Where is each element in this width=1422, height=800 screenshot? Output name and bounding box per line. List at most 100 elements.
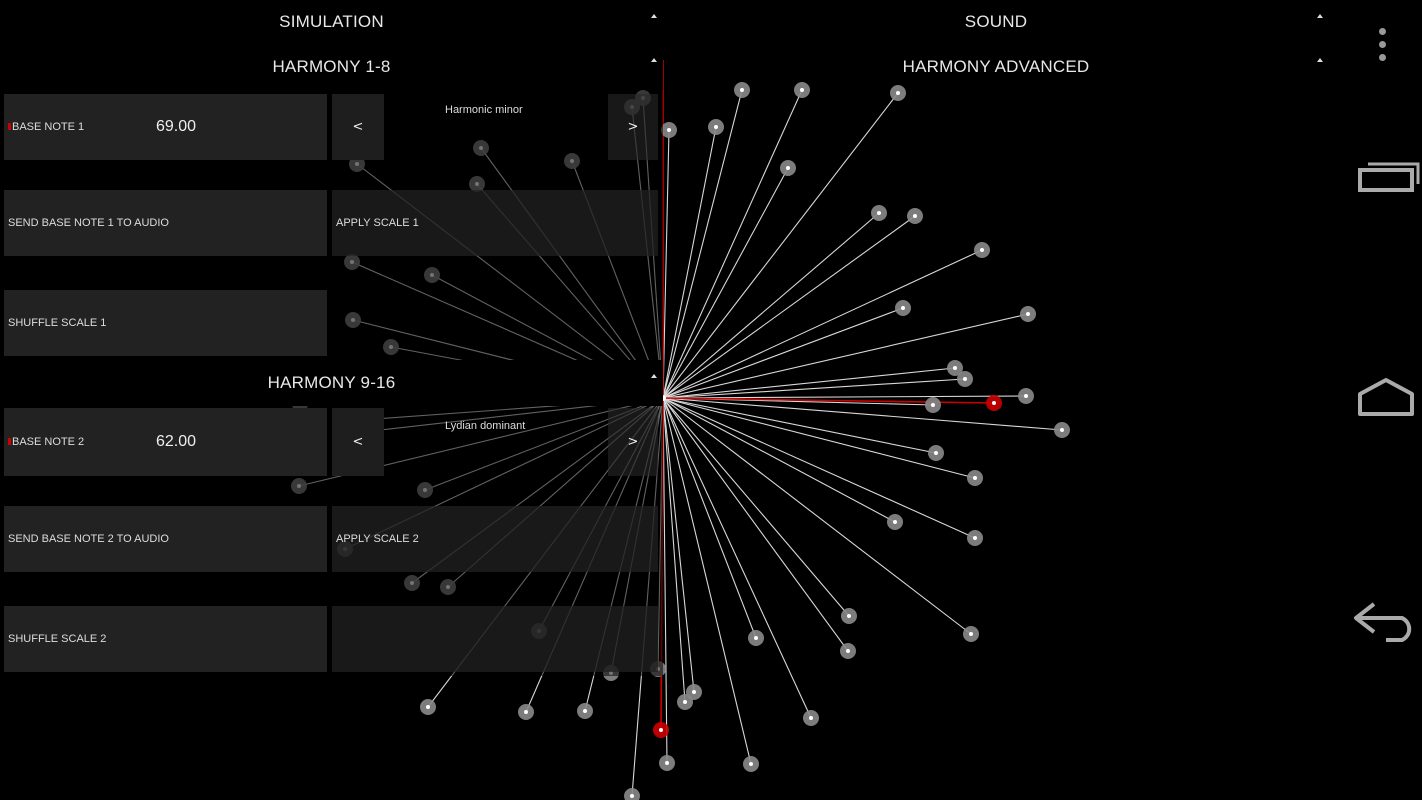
- red-string-node[interactable]: [986, 395, 1002, 411]
- string-node[interactable]: [661, 122, 677, 138]
- string-line: [662, 397, 937, 454]
- string-node[interactable]: [974, 242, 990, 258]
- tab-harmony-1-8[interactable]: HARMONY 1-8: [0, 44, 663, 90]
- send-base-note-1-button[interactable]: SEND BASE NOTE 1 TO AUDIO: [4, 190, 327, 256]
- string-node[interactable]: [925, 397, 941, 413]
- string-line: [662, 397, 1063, 431]
- string-line: [662, 89, 743, 399]
- string-line: [662, 92, 899, 399]
- dropdown-indicator-icon: [1317, 58, 1323, 62]
- back-icon[interactable]: [1350, 594, 1422, 650]
- scale-1-name: Harmonic minor: [445, 104, 523, 116]
- apply-scale-1-label: APPLY SCALE 1: [336, 217, 419, 229]
- empty-cell: [332, 606, 658, 672]
- shuffle-scale-2-button[interactable]: SHUFFLE SCALE 2: [4, 606, 327, 672]
- tab-sound-label: SOUND: [964, 12, 1028, 31]
- shuffle-scale-2-label: SHUFFLE SCALE 2: [8, 633, 107, 645]
- string-node[interactable]: [967, 530, 983, 546]
- string-node[interactable]: [957, 371, 973, 387]
- tab-simulation-label: SIMULATION: [279, 12, 384, 31]
- string-node[interactable]: [794, 82, 810, 98]
- string-node[interactable]: [928, 445, 944, 461]
- tab-harmony-9-16[interactable]: HARMONY 9-16: [0, 360, 663, 406]
- string-node[interactable]: [890, 85, 906, 101]
- base-note-2-field[interactable]: BASE NOTE 2 62.00: [4, 408, 327, 476]
- red-string-node[interactable]: [653, 722, 669, 738]
- string-node[interactable]: [1020, 306, 1036, 322]
- string-node[interactable]: [780, 160, 796, 176]
- base-note-1-value: 69.00: [156, 118, 197, 135]
- string-node[interactable]: [708, 119, 724, 135]
- tab-simulation[interactable]: SIMULATION: [0, 0, 663, 44]
- recent-apps-icon[interactable]: [1352, 150, 1422, 206]
- string-node[interactable]: [659, 755, 675, 771]
- indicator-dot: [8, 123, 11, 130]
- base-note-1-label: BASE NOTE 1: [12, 121, 85, 133]
- next-arrow: >: [627, 434, 639, 450]
- scale-2-next-button[interactable]: >: [608, 408, 658, 476]
- next-arrow: >: [627, 119, 639, 135]
- string-line: [662, 313, 1029, 399]
- tab-sound[interactable]: SOUND: [663, 0, 1329, 44]
- string-line: [662, 126, 717, 399]
- string-line: [662, 397, 752, 765]
- shuffle-scale-1-button[interactable]: SHUFFLE SCALE 1: [4, 290, 327, 356]
- string-node[interactable]: [743, 756, 759, 772]
- string-line: [662, 397, 812, 719]
- string-node[interactable]: [518, 704, 534, 720]
- string-line: [662, 397, 976, 479]
- string-line: [662, 395, 1027, 399]
- string-node[interactable]: [677, 694, 693, 710]
- scale-2-prev-button[interactable]: <: [332, 408, 384, 476]
- string-line: [662, 129, 670, 399]
- string-node[interactable]: [947, 360, 963, 376]
- tab-harmony-9-16-label: HARMONY 9-16: [267, 373, 396, 392]
- scale-2-name: Lydian dominant: [445, 420, 526, 432]
- prev-arrow: <: [352, 119, 364, 135]
- string-node[interactable]: [907, 208, 923, 224]
- string-line: [662, 397, 976, 539]
- scale-1-next-button[interactable]: >: [608, 94, 658, 160]
- prev-arrow: <: [352, 434, 364, 450]
- string-line: [662, 397, 850, 617]
- string-line: [662, 397, 686, 703]
- string-node[interactable]: [887, 514, 903, 530]
- string-line: [662, 249, 983, 399]
- home-icon[interactable]: [1352, 370, 1422, 426]
- dropdown-indicator-icon: [651, 58, 657, 62]
- harmony-group-2: BASE NOTE 2 62.00 < Lydian dominant > SE…: [0, 406, 663, 676]
- string-node[interactable]: [841, 608, 857, 624]
- string-node[interactable]: [963, 626, 979, 642]
- string-line: [662, 167, 789, 399]
- send-base-note-2-label: SEND BASE NOTE 2 TO AUDIO: [8, 533, 169, 545]
- base-note-2-label: BASE NOTE 2: [12, 436, 85, 448]
- string-node[interactable]: [840, 643, 856, 659]
- string-line: [662, 397, 849, 652]
- string-line: [662, 367, 956, 399]
- string-node[interactable]: [624, 788, 640, 800]
- system-navigation-bar: [1344, 0, 1422, 800]
- apply-scale-2-button[interactable]: APPLY SCALE 2: [332, 506, 658, 572]
- indicator-dot: [8, 438, 11, 445]
- string-node[interactable]: [734, 82, 750, 98]
- string-node[interactable]: [1054, 422, 1070, 438]
- string-node[interactable]: [420, 699, 436, 715]
- base-note-1-field[interactable]: BASE NOTE 1 69.00: [4, 94, 327, 160]
- string-node[interactable]: [748, 630, 764, 646]
- send-base-note-2-button[interactable]: SEND BASE NOTE 2 TO AUDIO: [4, 506, 327, 572]
- string-line: [662, 307, 904, 399]
- string-line: [662, 397, 896, 523]
- string-line: [662, 397, 757, 639]
- scale-1-prev-button[interactable]: <: [332, 94, 384, 160]
- string-line: [662, 397, 668, 764]
- string-node[interactable]: [803, 710, 819, 726]
- apply-scale-1-button[interactable]: APPLY SCALE 1: [332, 190, 658, 256]
- string-node[interactable]: [1018, 388, 1034, 404]
- overflow-menu-icon[interactable]: [1364, 22, 1402, 72]
- tab-harmony-advanced[interactable]: HARMONY ADVANCED: [663, 44, 1329, 90]
- string-node[interactable]: [871, 205, 887, 221]
- string-node[interactable]: [967, 470, 983, 486]
- string-node[interactable]: [895, 300, 911, 316]
- string-node[interactable]: [577, 703, 593, 719]
- send-base-note-1-label: SEND BASE NOTE 1 TO AUDIO: [8, 217, 169, 229]
